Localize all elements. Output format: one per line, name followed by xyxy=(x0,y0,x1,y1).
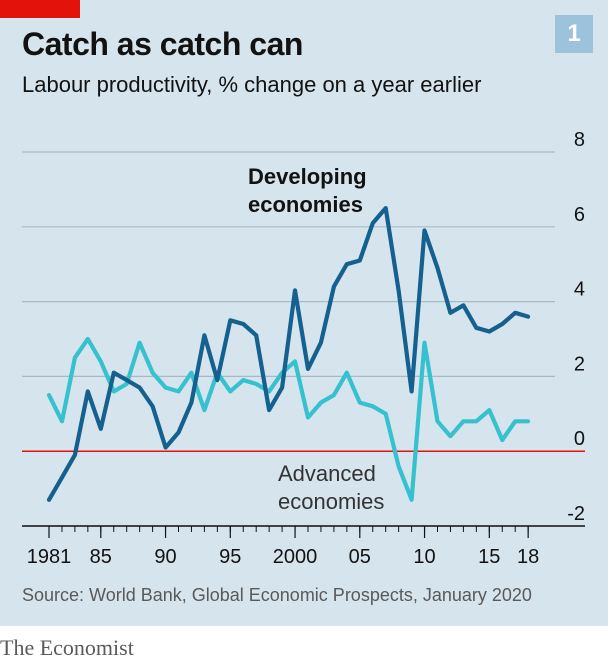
developing-economies-line xyxy=(46,206,531,502)
x-tick-label: 2000 xyxy=(273,546,318,568)
x-tick-label: 85 xyxy=(90,546,112,568)
y-tick-label: 0 xyxy=(574,428,585,450)
chart-subtitle: Labour productivity, % change on a year … xyxy=(22,72,482,97)
y-tick-label: 4 xyxy=(574,279,585,301)
x-tick-label: 10 xyxy=(413,546,435,568)
developing-label-line2: economies xyxy=(248,192,363,217)
y-tick-label: 8 xyxy=(574,129,585,151)
x-tick-label: 15 xyxy=(478,546,500,568)
y-tick-label: 6 xyxy=(574,204,585,226)
x-tick-label: 95 xyxy=(219,546,241,568)
series-labels: Developing economies Advanced economies xyxy=(248,164,384,514)
chart-number-badge: 1 xyxy=(555,15,593,53)
source-note: Source: World Bank, Global Economic Pros… xyxy=(22,585,532,605)
publisher-brand: The Economist xyxy=(0,635,134,660)
developing-label-line1: Developing xyxy=(248,164,367,189)
chart-panel: Catch as catch can Labour productivity, … xyxy=(0,0,608,626)
y-tick-label: -2 xyxy=(567,503,585,525)
x-tick-label: 1981 xyxy=(27,546,72,568)
line-chart: -2 0 2 4 6 8 1981 85 90 95 2000 05 10 15 18 Developin… xyxy=(22,129,585,568)
x-axis-ticks: 1981 85 90 95 2000 05 10 15 18 xyxy=(22,525,585,568)
advanced-label-line2: economies xyxy=(278,489,384,514)
advanced-label-line1: Advanced xyxy=(278,461,376,486)
y-tick-label: 2 xyxy=(574,353,585,375)
y-axis-tick-labels: -2 0 2 4 6 8 xyxy=(567,129,585,525)
advanced-economies-line xyxy=(46,336,531,502)
brand-red-tab xyxy=(0,0,80,18)
x-tick-label: 18 xyxy=(517,546,539,568)
x-tick-label: 05 xyxy=(349,546,371,568)
chart-title: Catch as catch can xyxy=(22,26,303,62)
series-lines xyxy=(46,206,531,502)
x-tick-label: 90 xyxy=(154,546,176,568)
